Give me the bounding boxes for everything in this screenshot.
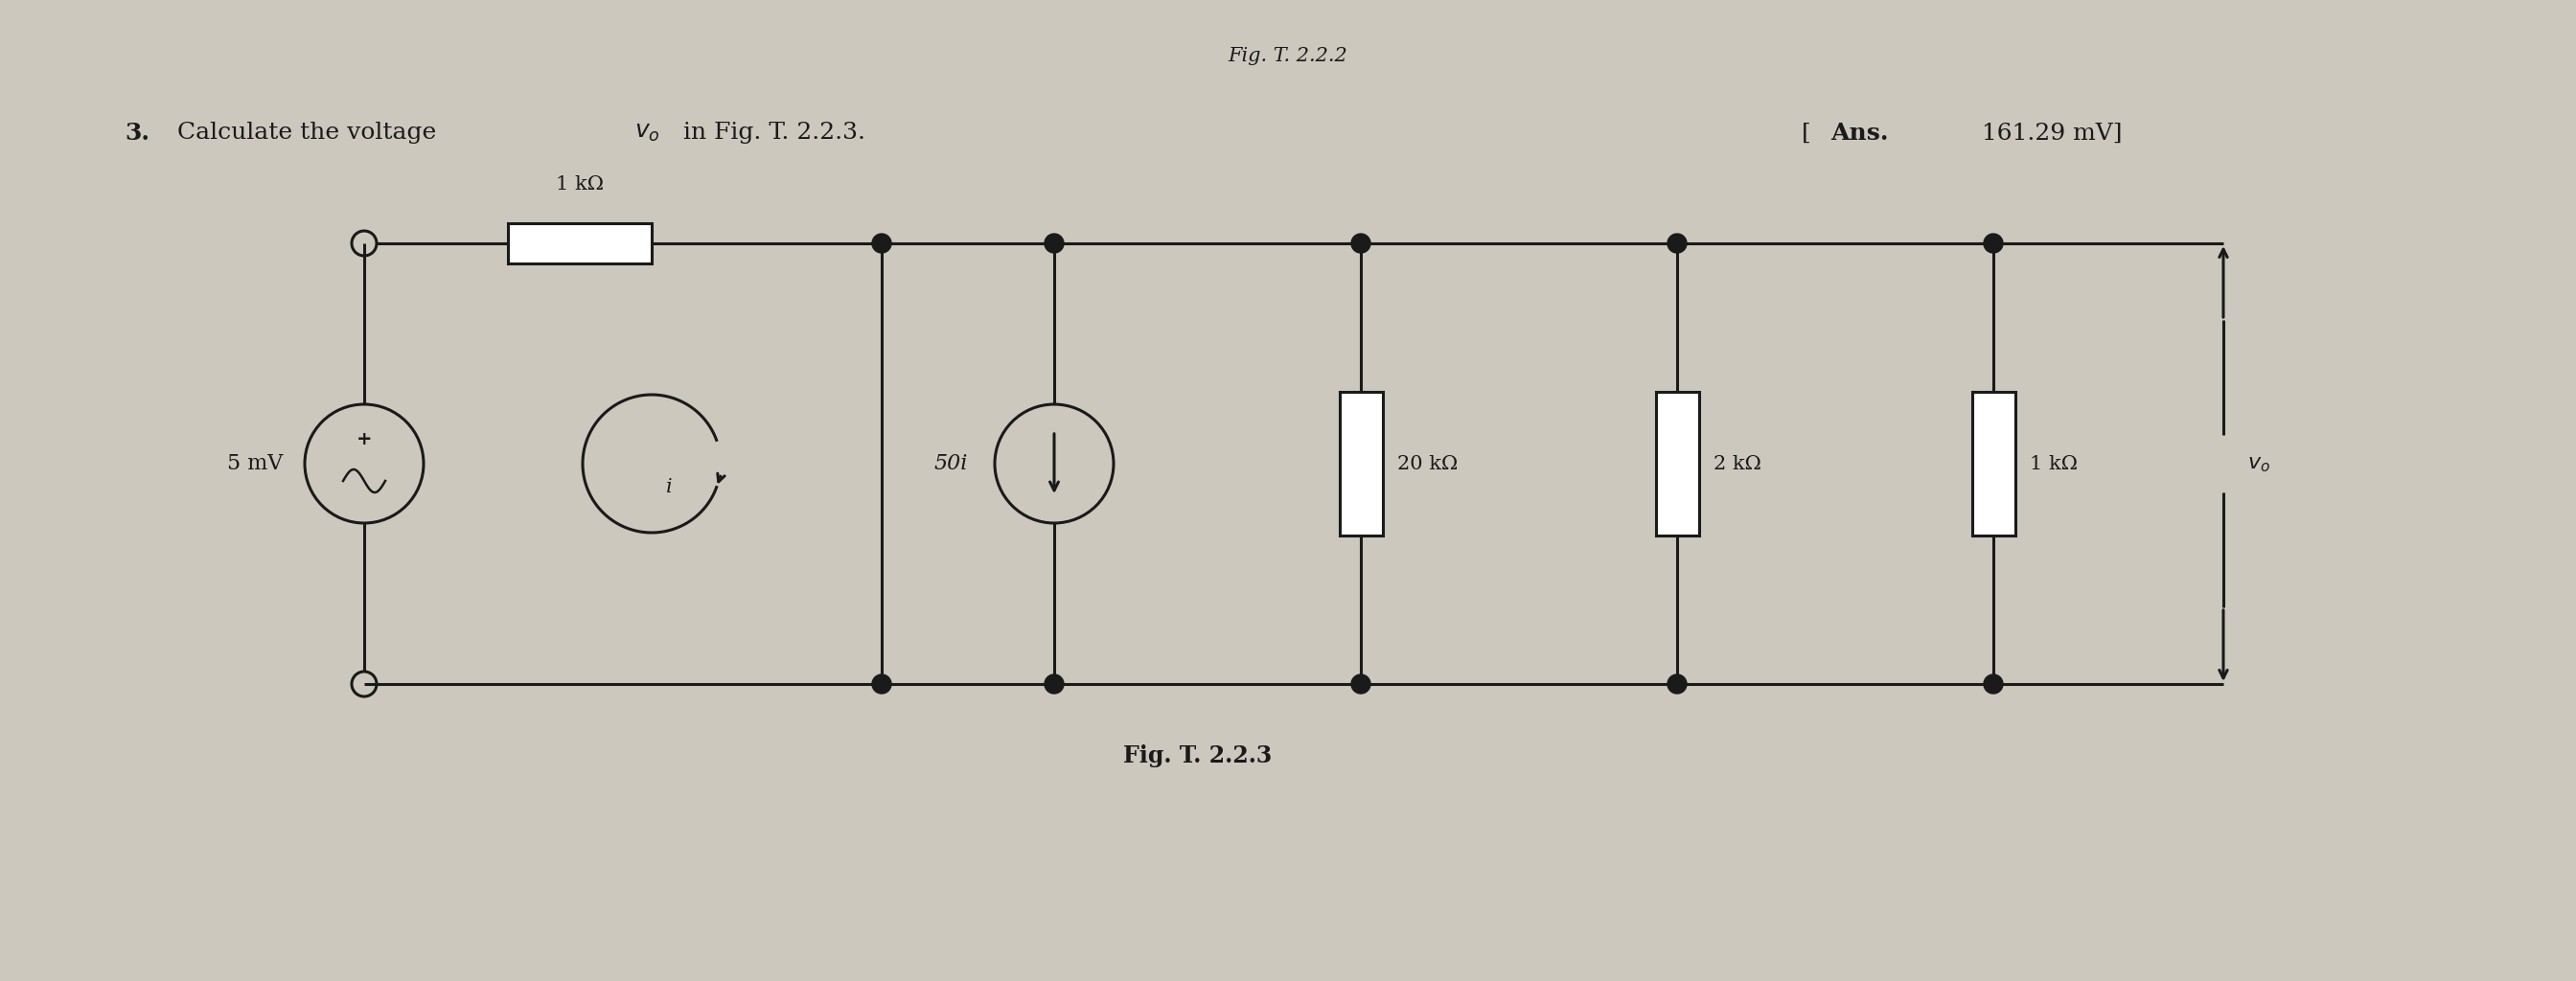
Text: 50i: 50i [935, 453, 969, 474]
Text: 2 kΩ: 2 kΩ [1713, 454, 1762, 473]
Text: $v_o$: $v_o$ [634, 123, 659, 144]
Circle shape [1667, 233, 1687, 253]
Text: 161.29 mV]: 161.29 mV] [1973, 123, 2123, 144]
Circle shape [1352, 675, 1370, 694]
Text: i: i [667, 478, 672, 496]
Circle shape [1046, 233, 1064, 253]
Bar [1971, 391, 2014, 536]
Text: Ans.: Ans. [1832, 122, 1888, 144]
Text: 5 mV: 5 mV [227, 453, 283, 474]
Bar [1340, 391, 1383, 536]
Text: 1 kΩ: 1 kΩ [556, 176, 603, 193]
Text: Fig. T. 2.2.2: Fig. T. 2.2.2 [1229, 47, 1347, 65]
Bar [1656, 391, 1698, 536]
Text: Fig. T. 2.2.3: Fig. T. 2.2.3 [1123, 745, 1273, 767]
Text: +: + [355, 431, 371, 449]
Text: [: [ [1801, 123, 1811, 144]
Circle shape [1046, 675, 1064, 694]
Circle shape [1984, 675, 2004, 694]
Text: in Fig. T. 2.2.3.: in Fig. T. 2.2.3. [675, 123, 866, 144]
Text: Calculate the voltage: Calculate the voltage [178, 123, 443, 144]
Text: 1 kΩ: 1 kΩ [2030, 454, 2079, 473]
Text: 20 kΩ: 20 kΩ [1396, 454, 1458, 473]
Circle shape [873, 675, 891, 694]
Circle shape [873, 233, 891, 253]
Circle shape [1984, 233, 2004, 253]
Text: 3.: 3. [124, 122, 149, 144]
Circle shape [1352, 233, 1370, 253]
Circle shape [1667, 675, 1687, 694]
Text: $v_o$: $v_o$ [2246, 453, 2269, 474]
Bar [507, 224, 652, 264]
